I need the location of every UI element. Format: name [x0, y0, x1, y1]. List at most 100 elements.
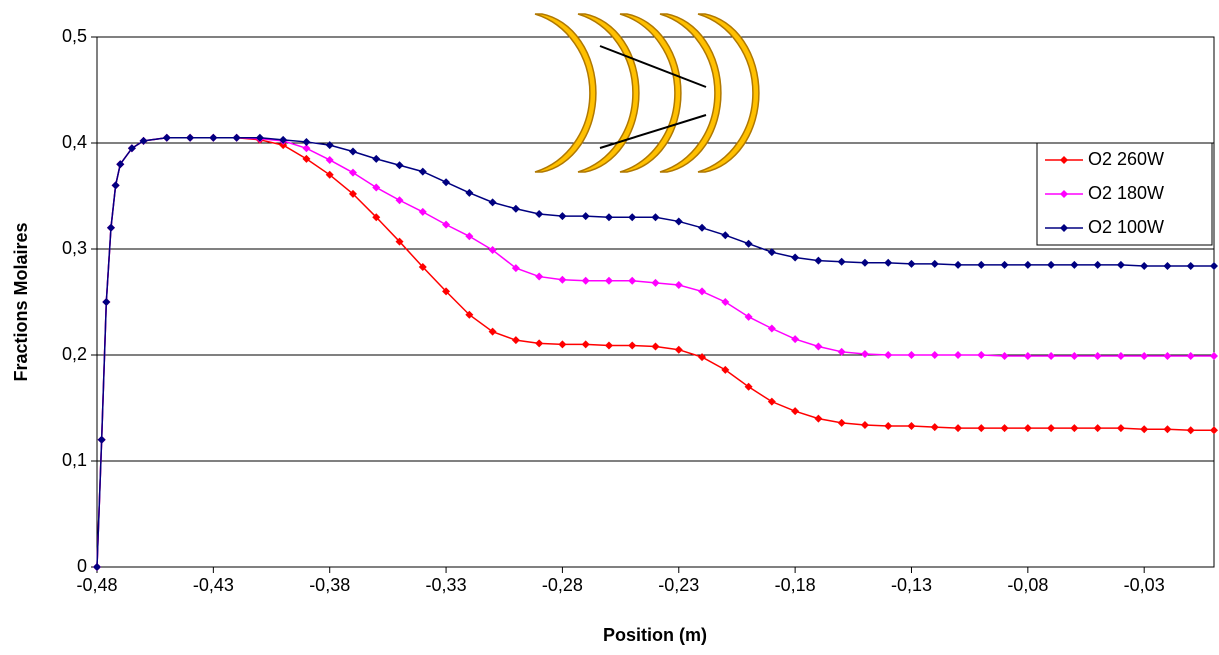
data-point [558, 212, 567, 221]
data-point [581, 276, 590, 285]
data-point [465, 310, 474, 319]
data-point [651, 213, 660, 222]
data-point [1000, 352, 1009, 361]
y-tick-label: 0,1 [62, 450, 87, 470]
data-point [535, 210, 544, 219]
data-point [1000, 424, 1009, 433]
data-point [488, 198, 497, 207]
y-tick-label: 0,3 [62, 238, 87, 258]
data-point [442, 178, 451, 187]
data-point [674, 345, 683, 354]
data-point [395, 237, 404, 246]
legend-label: O2 100W [1088, 217, 1164, 237]
series-group [93, 133, 1218, 571]
data-point [721, 298, 730, 306]
data-point [511, 264, 520, 273]
data-point [651, 278, 660, 287]
data-point [1210, 426, 1218, 435]
data-point [465, 232, 474, 241]
data-point [465, 188, 474, 197]
data-point [1163, 352, 1172, 361]
data-point [907, 259, 916, 268]
data-point [372, 183, 381, 192]
data-point [1186, 261, 1195, 270]
data-point [102, 298, 111, 306]
data-point [581, 340, 590, 349]
data-point [1047, 424, 1056, 433]
data-point [1023, 352, 1032, 361]
data-point [511, 336, 520, 345]
data-point [558, 340, 567, 349]
data-point [744, 382, 753, 391]
data-point [860, 420, 869, 429]
data-point [604, 276, 613, 285]
data-point [604, 213, 613, 222]
x-tick-label: -0,48 [76, 575, 117, 595]
data-point [535, 272, 544, 281]
data-point [1093, 424, 1102, 433]
data-point [837, 257, 846, 266]
data-point [860, 349, 869, 358]
data-point [954, 424, 963, 433]
data-point [127, 144, 136, 153]
data-point [1023, 260, 1032, 269]
data-point [884, 258, 893, 267]
data-point [106, 223, 115, 232]
data-point [837, 418, 846, 427]
x-tick-label: -0,23 [658, 575, 699, 595]
data-point [1140, 352, 1149, 361]
data-point [907, 422, 916, 431]
data-point [954, 351, 963, 359]
x-tick-label: -0,08 [1007, 575, 1048, 595]
data-point [488, 327, 497, 336]
data-point [791, 253, 800, 262]
x-tick-label: -0,13 [891, 575, 932, 595]
x-tick-label: -0,03 [1124, 575, 1165, 595]
data-point [1093, 260, 1102, 269]
data-point [348, 189, 357, 198]
data-point [162, 133, 171, 142]
data-point [1093, 352, 1102, 361]
data-point [930, 351, 939, 359]
data-point [744, 239, 753, 248]
x-tick-label: -0,38 [309, 575, 350, 595]
data-point [604, 341, 613, 350]
data-point [814, 342, 823, 351]
data-point [279, 141, 288, 150]
data-point [348, 147, 357, 156]
legend: O2 260W O2 180W O2 100W [1045, 149, 1164, 237]
y-tick-label: 0,4 [62, 132, 87, 152]
data-point [395, 161, 404, 170]
data-point [1070, 424, 1079, 433]
data-point [837, 347, 846, 356]
data-point [698, 223, 707, 232]
data-point [442, 287, 451, 296]
x-tick-label: -0,43 [193, 575, 234, 595]
data-point [930, 259, 939, 268]
legend-marker [1060, 224, 1068, 232]
data-point [97, 435, 106, 444]
data-point [209, 133, 218, 142]
data-point [116, 160, 125, 169]
data-point [767, 397, 776, 406]
data-point [1070, 260, 1079, 269]
data-point [348, 168, 357, 177]
data-point [628, 276, 637, 285]
legend-label: O2 260W [1088, 149, 1164, 169]
legend-marker [1060, 156, 1068, 164]
data-point [930, 423, 939, 432]
data-point [442, 220, 451, 229]
data-point [814, 256, 823, 265]
data-point [1116, 424, 1125, 433]
data-point [744, 312, 753, 321]
data-point [1047, 352, 1056, 361]
data-point [1047, 260, 1056, 269]
data-point [674, 281, 683, 290]
data-point [814, 414, 823, 423]
data-point [977, 260, 986, 269]
data-point [1210, 352, 1218, 361]
data-point [255, 133, 264, 142]
legend-marker [1060, 190, 1068, 198]
data-point [186, 133, 195, 142]
data-point [111, 181, 120, 190]
